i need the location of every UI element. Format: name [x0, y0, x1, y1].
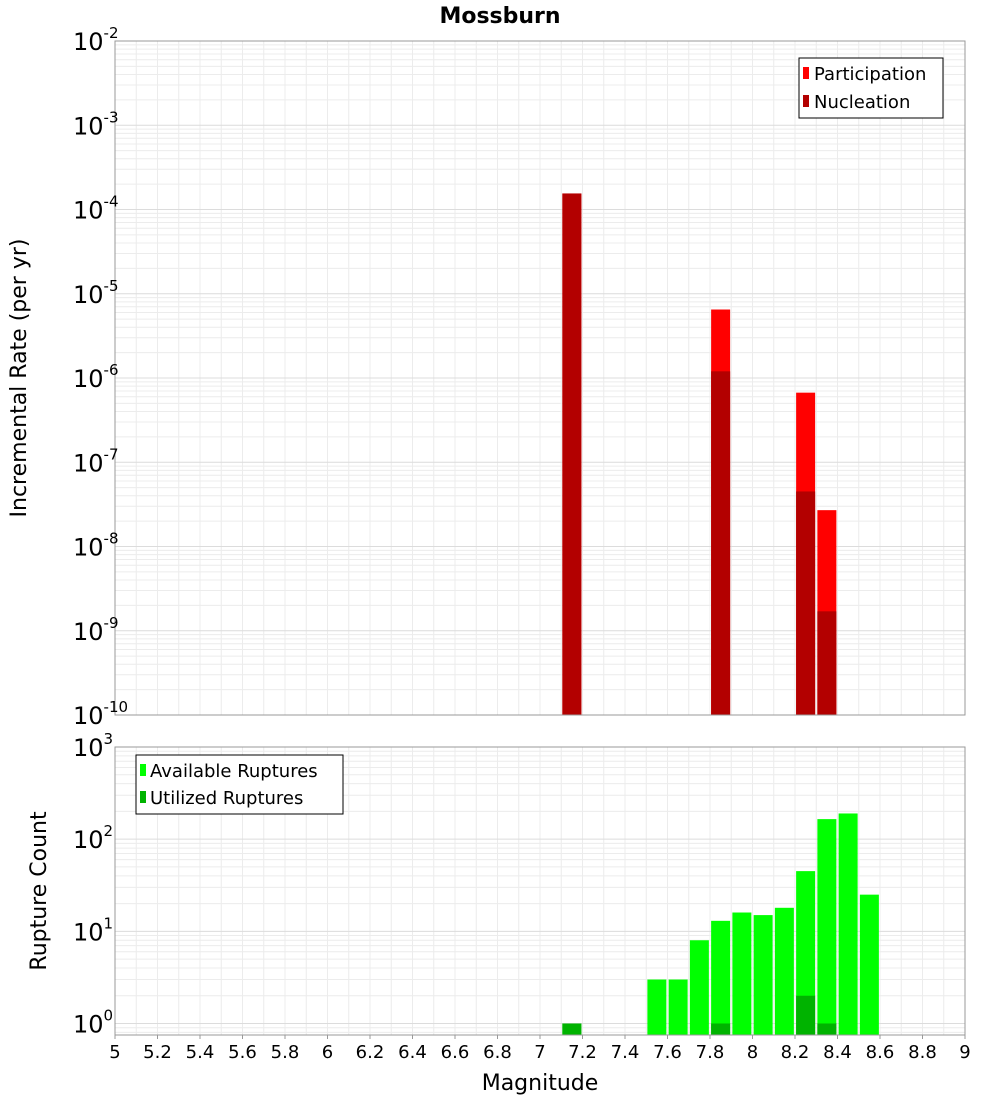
- x-tick-label: 5.6: [228, 1042, 257, 1063]
- rate-bars: [562, 193, 837, 716]
- nucleation-bar: [562, 193, 582, 716]
- rupture-count-legend-box: [135, 754, 344, 815]
- chart-title: Mossburn: [439, 4, 560, 29]
- rupture-count-y-tick-label: 101: [73, 914, 113, 946]
- x-tick-label: 7: [534, 1042, 545, 1063]
- rate-legend: Participation Nucleation: [798, 57, 944, 119]
- rate-y-axis-label: Incremental Rate (per yr): [7, 239, 32, 518]
- rupture-count-legend: Available Ruptures Utilized Ruptures: [135, 754, 344, 815]
- nucleation-swatch: [803, 95, 809, 107]
- rate-y-tick-label: 10-10: [73, 698, 128, 730]
- x-tick-label: 8: [747, 1042, 758, 1063]
- participation-swatch: [803, 67, 809, 79]
- rate-y-tick-label: 10-3: [73, 108, 119, 140]
- x-tick-label: 6.6: [441, 1042, 470, 1063]
- available-ruptures-bar: [711, 920, 731, 1035]
- rupture-count-y-tick-label: 100: [73, 1006, 113, 1038]
- x-tick-label: 8.8: [908, 1042, 937, 1063]
- rupture-count-y-axis-label: Rupture Count: [27, 811, 52, 971]
- x-tick-label: 5.2: [143, 1042, 172, 1063]
- utilized-ruptures-bar: [817, 1023, 837, 1035]
- rupture-count-y-tick-label: 103: [73, 730, 113, 762]
- nucleation-bar: [817, 611, 837, 715]
- x-tick-label: 8.2: [781, 1042, 810, 1063]
- available-ruptures-bar: [753, 915, 773, 1035]
- available-ruptures-bar: [796, 871, 816, 1035]
- available-ruptures-legend-label: Available Ruptures: [150, 761, 318, 782]
- rate-plot: 10-10 10-9 10-8 10-7 10-6 10-5 10-4 10-3 10-2 In…: [7, 24, 966, 730]
- x-tick-label: 6: [322, 1042, 333, 1063]
- rate-y-tick-label: 10-6: [73, 361, 119, 393]
- available-ruptures-swatch: [140, 764, 146, 776]
- x-tick-label: 8.6: [866, 1042, 895, 1063]
- x-tick-label: 6.4: [398, 1042, 427, 1063]
- available-ruptures-bar: [838, 813, 858, 1035]
- rupture-count-plot: 100 101 102 103 Rupture Count Available Rup…: [27, 730, 966, 1038]
- rupture-count-y-tick-label: 102: [73, 822, 113, 854]
- available-ruptures-bar: [817, 819, 837, 1035]
- utilized-ruptures-bar: [711, 1023, 731, 1035]
- rate-y-tick-label: 10-4: [73, 193, 119, 225]
- x-tick-label: 9: [959, 1042, 970, 1063]
- rate-y-ticks: 10-10 10-9 10-8 10-7 10-6 10-5 10-4 10-3 10-2: [73, 24, 128, 730]
- rate-y-tick-label: 10-5: [73, 277, 119, 309]
- x-tick-label: 7.4: [611, 1042, 640, 1063]
- participation-legend-label: Participation: [814, 64, 926, 85]
- rupture-count-y-ticks: 100 101 102 103: [73, 730, 113, 1038]
- nucleation-legend-label: Nucleation: [814, 92, 910, 113]
- utilized-ruptures-bar: [796, 995, 816, 1035]
- available-ruptures-bar: [668, 979, 688, 1035]
- available-ruptures-bar: [859, 894, 879, 1035]
- nucleation-bar: [796, 491, 816, 715]
- x-tick-label: 7.6: [653, 1042, 682, 1063]
- available-ruptures-bar: [774, 907, 794, 1035]
- utilized-ruptures-swatch: [140, 791, 146, 803]
- x-tick-label: 5.4: [186, 1042, 215, 1063]
- rate-plot-frame: [114, 40, 966, 716]
- rate-y-tick-label: 10-7: [73, 445, 119, 477]
- nucleation-bar: [711, 371, 731, 715]
- x-tick-label: 7.2: [568, 1042, 597, 1063]
- utilized-ruptures-bar: [562, 1023, 582, 1035]
- magnitude-x-ticks: 5 5.2 5.4 5.6 5.8 6 6.2 6.4 6.6 6.8 7 7.2 7.4 7.6 7.8 8…: [109, 1035, 971, 1063]
- rate-y-tick-label: 10-2: [73, 24, 119, 56]
- available-ruptures-bar: [732, 912, 752, 1035]
- rate-legend-box: [798, 57, 944, 119]
- x-tick-label: 7.8: [696, 1042, 725, 1063]
- x-axis-label: Magnitude: [482, 1071, 599, 1096]
- rate-y-tick-label: 10-9: [73, 614, 119, 646]
- rupture-count-bars: [562, 813, 879, 1035]
- x-tick-label: 5: [109, 1042, 120, 1063]
- x-tick-label: 6.8: [483, 1042, 512, 1063]
- x-tick-label: 5.8: [271, 1042, 300, 1063]
- available-ruptures-bar: [689, 940, 709, 1035]
- available-ruptures-bar: [647, 979, 667, 1035]
- utilized-ruptures-legend-label: Utilized Ruptures: [150, 788, 303, 809]
- x-tick-label: 6.2: [356, 1042, 385, 1063]
- x-tick-label: 8.4: [823, 1042, 852, 1063]
- rate-y-tick-label: 10-8: [73, 530, 119, 562]
- rate-plot-grid: [114, 41, 966, 716]
